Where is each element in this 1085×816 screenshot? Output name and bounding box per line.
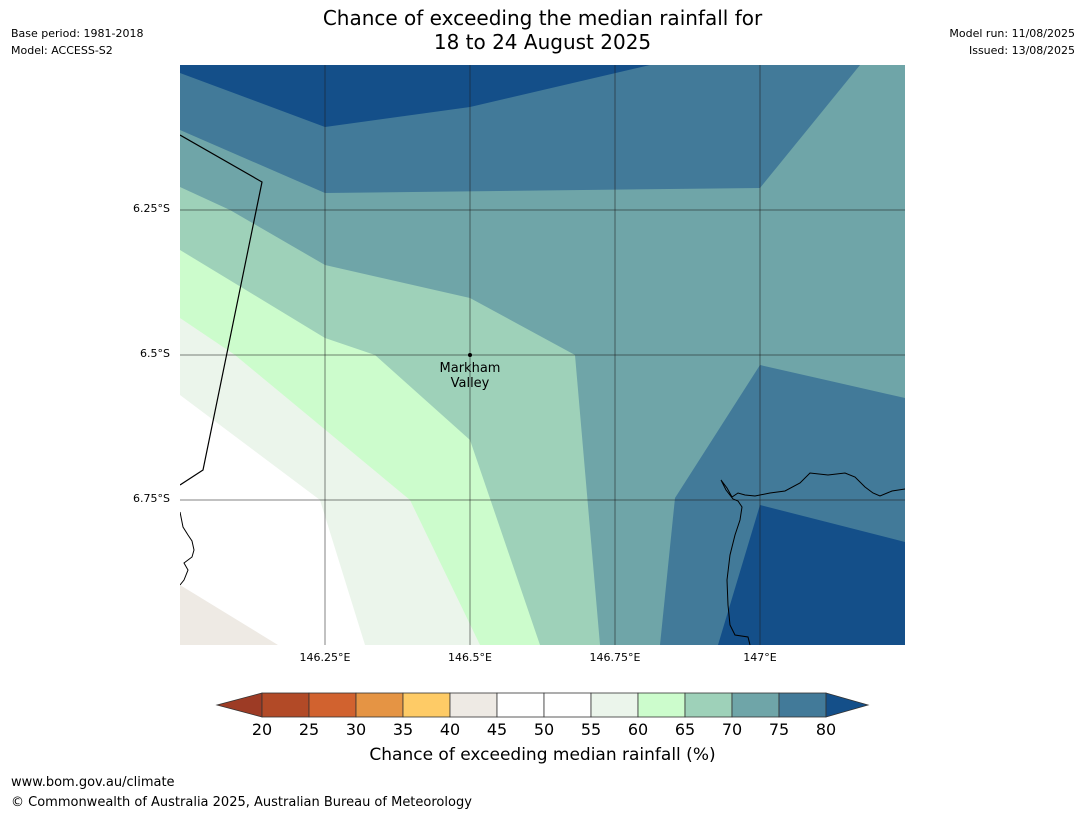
colorbar-label-50: 50	[533, 720, 555, 739]
lon-tick-146-5: 146.5°E	[448, 651, 492, 664]
footer-copyright: © Commonwealth of Australia 2025, Austra…	[11, 795, 472, 810]
issued-text: Issued: 13/08/2025	[968, 44, 1075, 57]
colorbar-title: Chance of exceeding median rainfall (%)	[369, 745, 716, 765]
colorbar-segment-35-40	[402, 692, 451, 718]
colorbar-label-80: 80	[815, 720, 837, 739]
lat-tick-6-25: 6.25°S	[133, 202, 170, 215]
colorbar-segment-50-55	[543, 692, 592, 718]
zone-over-80	[180, 65, 650, 127]
colorbar-segment-65-70	[684, 692, 733, 718]
markham-valley-marker	[468, 353, 472, 357]
lat-tick-6-5: 6.5°S	[140, 347, 170, 360]
lon-tick-146-75: 146.75°E	[589, 651, 641, 664]
rainfall-map	[179, 65, 906, 646]
colorbar-label-75: 75	[768, 720, 790, 739]
zone-over-80-southeast	[718, 505, 905, 645]
colorbar-label-35: 35	[392, 720, 414, 739]
colorbar	[215, 692, 870, 718]
colorbar-label-60: 60	[627, 720, 649, 739]
graticule	[180, 65, 905, 645]
lat-tick-6-75: 6.75°S	[133, 492, 170, 505]
colorbar-label-55: 55	[580, 720, 602, 739]
base-period-text: Base period: 1981-2018	[11, 27, 144, 40]
colorbar-segment-60-65	[637, 692, 686, 718]
colorbar-segment-70-75	[731, 692, 780, 718]
colorbar-label-45: 45	[486, 720, 508, 739]
metadata-left: Base period: 1981-2018 Model: ACCESS-S2	[11, 25, 143, 59]
place-name-line-2: Valley	[450, 376, 490, 391]
footer-url[interactable]: www.bom.gov.au/climate	[11, 775, 175, 790]
colorbar-segment-30-35	[355, 692, 404, 718]
lon-tick-147: 147°E	[743, 651, 777, 664]
title-line-2: 18 to 24 August 2025	[433, 30, 652, 54]
province-boundary	[179, 134, 263, 486]
colorbar-label-30: 30	[345, 720, 367, 739]
colorbar-label-40: 40	[439, 720, 461, 739]
colorbar-segment-40-45	[449, 692, 498, 718]
huon-gulf-coastline	[720, 472, 906, 646]
lon-tick-146-25: 146.25°E	[299, 651, 351, 664]
colorbar-segment-75-80	[778, 692, 827, 718]
colorbar-under-extension	[215, 692, 263, 718]
zone-40-45	[180, 585, 278, 645]
colorbar-over-extension	[825, 692, 870, 718]
colorbar-label-65: 65	[674, 720, 696, 739]
place-label-markham-valley: Markham Valley	[420, 361, 520, 391]
colorbar-segment-25-30	[308, 692, 357, 718]
colorbar-label-20: 20	[251, 720, 273, 739]
model-text: Model: ACCESS-S2	[11, 44, 113, 57]
western-coastline	[179, 511, 195, 586]
colorbar-segment-20-25	[261, 692, 310, 718]
colorbar-segment-55-60	[590, 692, 639, 718]
metadata-right: Model run: 11/08/2025 Issued: 13/08/2025	[949, 25, 1075, 59]
colorbar-label-70: 70	[721, 720, 743, 739]
title-line-1: Chance of exceeding the median rainfall …	[322, 6, 763, 30]
place-name-line-1: Markham	[439, 361, 501, 376]
colorbar-segment-45-50	[496, 692, 545, 718]
map-title: Chance of exceeding the median rainfall …	[0, 6, 1085, 54]
colorbar-label-25: 25	[298, 720, 320, 739]
map-canvas	[179, 65, 906, 646]
model-run-text: Model run: 11/08/2025	[949, 27, 1075, 40]
